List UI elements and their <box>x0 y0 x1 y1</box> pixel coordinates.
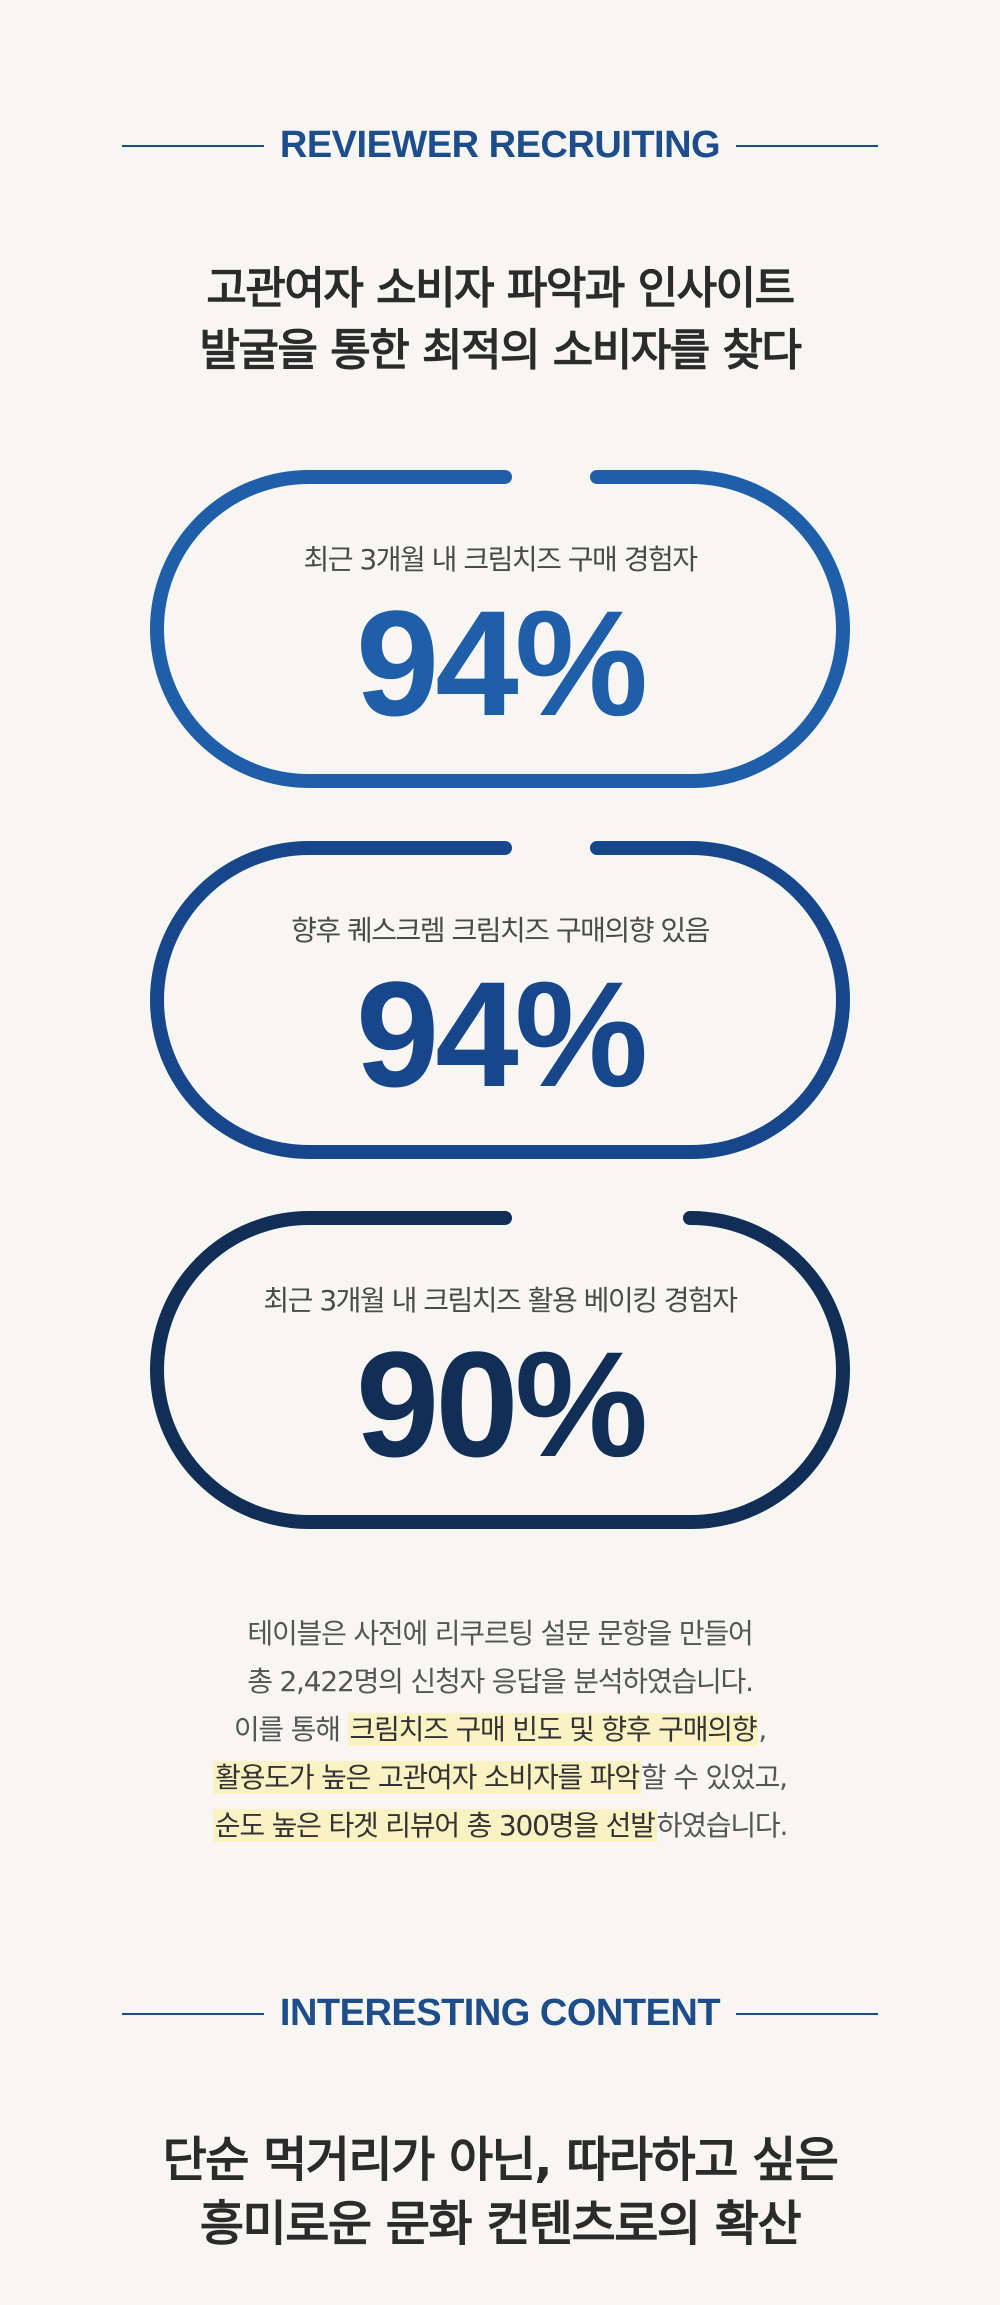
highlighted-text: 크림치즈 구매 빈도 및 향후 구매의향 <box>347 1713 759 1746</box>
stat-card: 최근 3개월 내 크림치즈 구매 경험자 94% <box>150 470 850 788</box>
stat-label: 향후 퀘스크렘 크림치즈 구매의향 있음 <box>291 914 710 947</box>
description-text: 할 수 있었고, <box>640 1761 788 1794</box>
section-heading-recruiting: 고관여자 소비자 파악과 인사이트 발굴을 통한 최적의 소비자를 찾다 <box>0 258 1000 382</box>
stat-value: 94% <box>355 950 648 1118</box>
section-heading-content: 단순 먹거리가 아닌, 따라하고 싶은 흥미로운 문화 컨텐츠로의 확산 <box>0 2128 1000 2256</box>
description-line: 이를 통해 크림치즈 구매 빈도 및 향후 구매의향, <box>0 1706 1000 1754</box>
stat-label: 최근 3개월 내 크림치즈 구매 경험자 <box>303 543 698 576</box>
header-rule-left <box>121 2012 264 2015</box>
stat-frame <box>150 841 850 1159</box>
stat-card: 최근 3개월 내 크림치즈 활용 베이킹 경험자 90% <box>150 1211 850 1529</box>
section-title: INTERESTING CONTENT <box>279 1992 721 2034</box>
header-rule-left <box>121 144 264 147</box>
description-text: 이를 통해 <box>233 1713 348 1746</box>
heading-line: 발굴을 통한 최적의 소비자를 찾다 <box>199 325 803 376</box>
stat-label: 최근 3개월 내 크림치즈 활용 베이킹 경험자 <box>263 1284 738 1317</box>
section-title: REVIEWER RECRUITING <box>279 124 721 166</box>
highlighted-text: 순도 높은 타겟 리뷰어 총 300명을 선발 <box>212 1809 657 1842</box>
heading-line: 고관여자 소비자 파악과 인사이트 <box>206 263 795 314</box>
description-paragraph: 테이블은 사전에 리쿠르팅 설문 문항을 만들어 총 2,422명의 신청자 응… <box>0 1610 1000 1850</box>
section-header-content: INTERESTING CONTENT <box>0 1992 1000 2035</box>
stat-frame <box>150 1211 850 1529</box>
heading-line: 단순 먹거리가 아닌, 따라하고 싶은 <box>162 2132 839 2188</box>
highlighted-text: 활용도가 높은 고관여자 소비자를 파악 <box>213 1761 641 1794</box>
header-rule-right <box>736 2012 879 2015</box>
header-rule-right <box>736 144 879 147</box>
description-line: 총 2,422명의 신청자 응답을 분석하였습니다. <box>247 1665 754 1698</box>
stat-card: 향후 퀘스크렘 크림치즈 구매의향 있음 94% <box>150 841 850 1159</box>
description-line: 테이블은 사전에 리쿠르팅 설문 문항을 만들어 <box>247 1617 753 1650</box>
section-header-recruiting: REVIEWER RECRUITING <box>0 124 1000 167</box>
stat-value: 94% <box>355 579 648 747</box>
description-text: , <box>758 1713 767 1746</box>
stat-frame <box>150 470 850 788</box>
stat-value: 90% <box>355 1320 648 1488</box>
heading-line: 흥미로운 문화 컨텐츠로의 확산 <box>199 2196 802 2252</box>
description-line: 활용도가 높은 고관여자 소비자를 파악할 수 있었고, <box>0 1754 1000 1802</box>
description-line: 순도 높은 타겟 리뷰어 총 300명을 선발하였습니다. <box>0 1802 1000 1850</box>
description-text: 하였습니다. <box>656 1809 789 1842</box>
